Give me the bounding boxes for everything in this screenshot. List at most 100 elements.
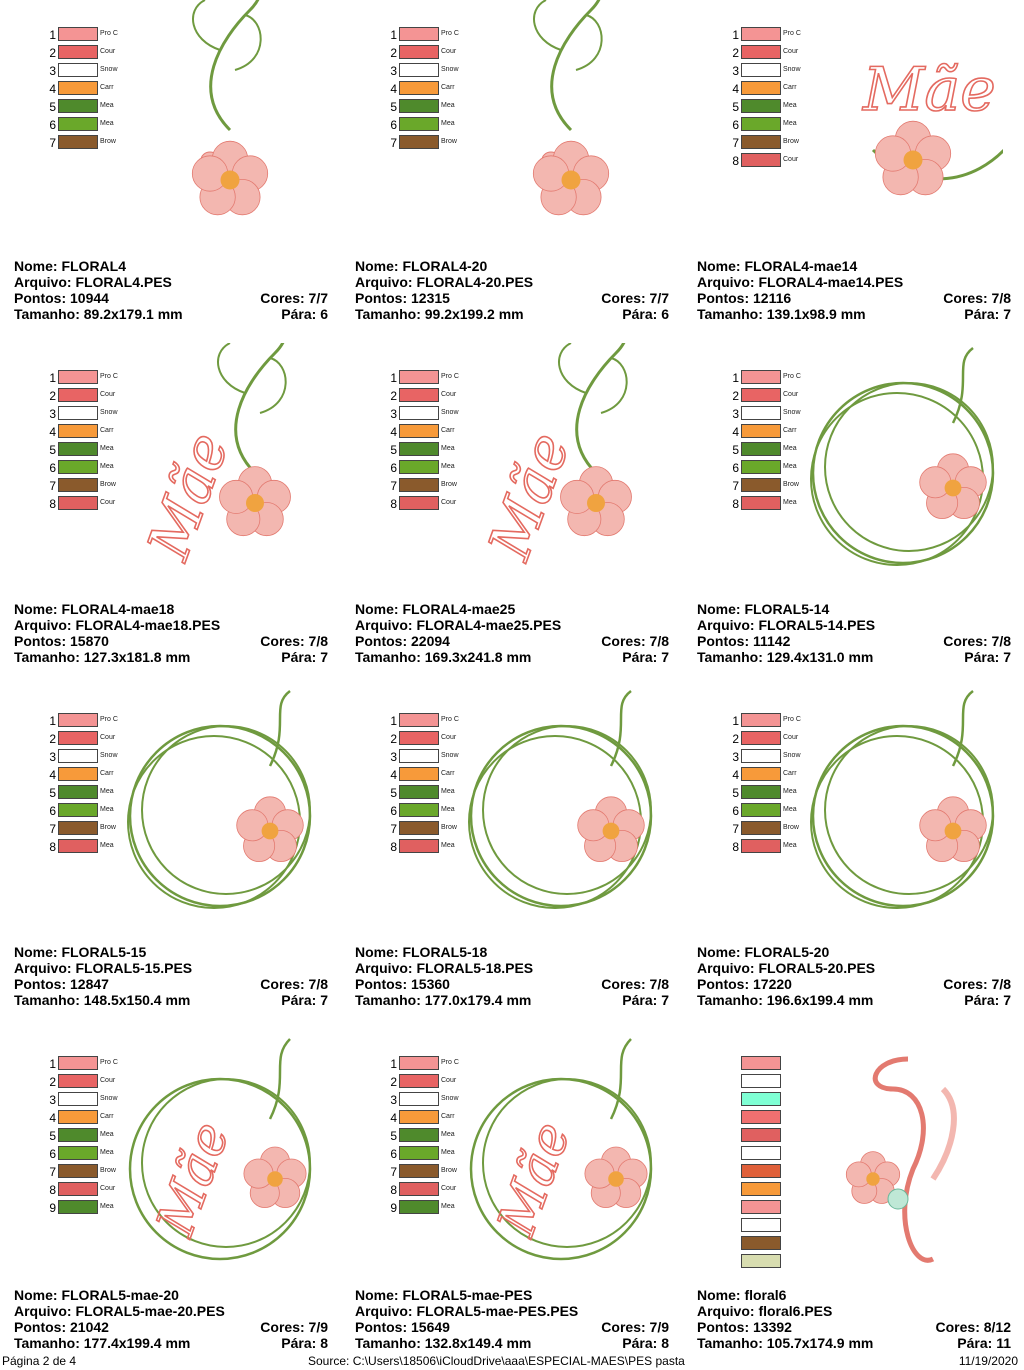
thread-number: 7 [390,136,397,150]
thread-swatch-row: 4 Carr [34,766,124,784]
stitch-count: Pontos: 12315 [355,290,450,306]
thread-swatch-row [741,1181,831,1199]
thread-name: Cour [441,499,457,506]
thread-number: 3 [49,407,56,421]
thread-color-swatch [58,442,98,456]
thread-color-swatch [58,803,98,817]
thread-swatch-row: 8 Cour [717,152,807,170]
thread-color-swatch [58,99,98,113]
thread-name: Pro C [783,30,801,37]
thread-name: Cour [441,48,457,55]
thread-name: Mea [441,102,455,109]
thread-number: 4 [732,425,739,439]
thread-color-swatch [741,478,781,492]
thread-number: 5 [390,1129,397,1143]
thread-swatch-row [741,1109,831,1127]
thread-number: 1 [49,371,56,385]
thread-color-swatch [58,713,98,727]
design-info: Nome: FLORAL4-mae18 Arquivo: FLORAL4-mae… [14,601,328,665]
thread-color-swatch [399,424,439,438]
thread-swatch-row: 2 Cour [375,44,465,62]
thread-color-swatch [58,496,98,510]
color-count: Cores: 7/8 [943,290,1011,306]
thread-color-swatch [399,27,439,41]
thread-number: 2 [390,732,397,746]
thread-name: Cour [441,734,457,741]
thread-color-swatch [58,1164,98,1178]
print-date: 11/19/2020 [958,1354,1018,1368]
thread-swatch-row: 7 Brow [34,477,124,495]
thread-name: Pro C [441,716,459,723]
thread-color-swatch [399,1056,439,1070]
thread-color-swatch [399,749,439,763]
thread-number: 2 [49,389,56,403]
thread-swatch-row: 6 Mea [717,802,807,820]
thread-color-swatch [399,406,439,420]
stop-count: Pára: 7 [622,992,669,1008]
embroidery-preview [461,686,661,916]
thread-name: Mea [100,102,114,109]
thread-number: 2 [732,46,739,60]
thread-swatch-row: 6 Mea [375,459,465,477]
design-info: Nome: FLORAL5-mae-20 Arquivo: FLORAL5-ma… [14,1287,328,1351]
thread-name: Mea [441,120,455,127]
thread-name: Cour [441,391,457,398]
design-name: Nome: FLORAL4 [14,258,126,274]
color-count: Cores: 7/8 [943,633,1011,649]
thread-color-swatch [741,63,781,77]
thread-swatch-row: 5 Mea [34,441,124,459]
thread-name: Brow [441,1167,457,1174]
thread-color-swatch [58,117,98,131]
thread-number: 2 [390,389,397,403]
thread-swatch-row: 6 Mea [34,116,124,134]
thread-color-swatch [399,460,439,474]
thread-swatch-row: 4 Carr [375,1109,465,1127]
thread-name: Mea [441,463,455,470]
thread-name: Pro C [441,30,459,37]
thread-swatch-row [741,1217,831,1235]
thread-color-swatch [58,1074,98,1088]
design-info: Nome: FLORAL5-mae-PES Arquivo: FLORAL5-m… [355,1287,669,1351]
thread-number: 7 [732,479,739,493]
thread-swatch-row: 3 Snow [717,748,807,766]
thread-color-swatch [741,496,781,510]
embroidery-preview: Mãe [461,286,661,573]
embroidery-preview: Mãe [461,1029,661,1261]
thread-color-swatch [399,63,439,77]
thread-number: 8 [732,154,739,168]
thread-color-swatch [741,785,781,799]
thread-name: Snow [783,66,801,73]
thread-number: 6 [49,804,56,818]
thread-name: Mea [783,806,797,813]
thread-swatch-row: 8 Cour [375,1181,465,1199]
stitch-count: Pontos: 15360 [355,976,450,992]
thread-number: 1 [390,28,397,42]
thread-color-swatch [58,478,98,492]
thread-name: Snow [100,752,118,759]
thread-color-swatch [399,81,439,95]
thread-number: 3 [732,64,739,78]
design-size: Tamanho: 139.1x98.9 mm [697,306,866,322]
thread-color-swatch [58,1056,98,1070]
thread-name: Pro C [100,373,118,380]
thread-color-swatch [399,1074,439,1088]
thread-swatch-row: 7 Brow [717,820,807,838]
thread-swatch-row: 3 Snow [34,748,124,766]
thread-swatch-row [741,1073,831,1091]
thread-number: 5 [390,443,397,457]
thread-number: 5 [732,786,739,800]
page-number: Página 2 de 4 [2,1354,77,1368]
design-card: Nome: floral6 Arquivo: floral6.PES Ponto… [683,1029,1013,1359]
thread-swatch-row: 7 Brow [375,134,465,152]
design-file: Arquivo: FLORAL4-mae18.PES [14,617,221,633]
stop-count: Pára: 6 [622,306,669,322]
thread-number: 1 [390,1057,397,1071]
stop-count: Pára: 11 [957,1335,1011,1351]
thread-color-swatch [58,27,98,41]
thread-swatch-row: 6 Mea [717,116,807,134]
